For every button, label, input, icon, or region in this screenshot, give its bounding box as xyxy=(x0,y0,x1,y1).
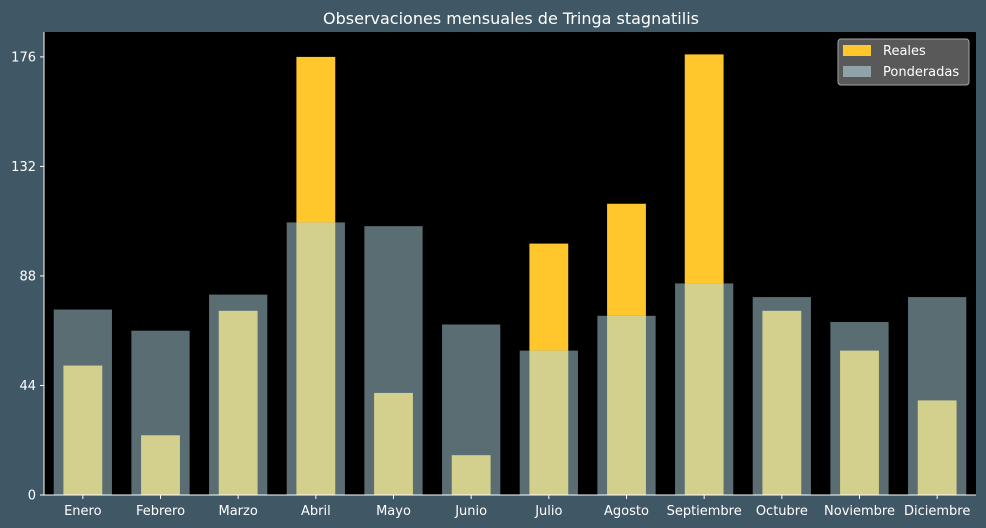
bar-overlap-7 xyxy=(607,315,646,495)
bar-overlap-6 xyxy=(529,350,569,495)
x-tick-label-10: Noviembre xyxy=(824,504,895,519)
y-tick-label-0: 0 xyxy=(28,489,36,504)
bar-overlap-8 xyxy=(684,283,724,495)
bar-overlap-2 xyxy=(218,310,258,495)
x-tick-label-4: Mayo xyxy=(376,504,411,519)
legend-label-ponderadas: Ponderadas xyxy=(883,65,959,80)
bar-overlap-4 xyxy=(374,392,413,495)
x-tick-label-3: Abril xyxy=(301,504,331,519)
y-tick-label-4: 176 xyxy=(11,50,36,65)
x-tick-label-2: Marzo xyxy=(219,504,258,519)
x-tick-label-0: Enero xyxy=(64,504,102,519)
x-tick-label-11: Diciembre xyxy=(904,504,970,519)
bar-overlap-9 xyxy=(762,310,802,495)
bars-layer xyxy=(53,54,967,496)
x-tick-label-5: Junio xyxy=(454,504,487,519)
bar-overlap-5 xyxy=(451,455,491,495)
bar-overlap-10 xyxy=(840,350,879,495)
plot-area xyxy=(44,32,976,495)
y-tick-label-3: 132 xyxy=(11,160,36,175)
legend-label-reales: Reales xyxy=(883,44,926,59)
bar-overlap-11 xyxy=(917,400,957,495)
x-tick-label-1: Febrero xyxy=(136,504,185,519)
x-tick-label-6: Julio xyxy=(534,504,562,519)
x-tick-label-7: Agosto xyxy=(604,504,649,519)
x-tick-label-9: Octubre xyxy=(756,504,808,519)
legend-swatch-reales xyxy=(843,45,871,56)
legend: Reales Ponderadas xyxy=(837,38,970,86)
y-tick-label-2: 88 xyxy=(19,269,36,284)
legend-swatch-ponderadas xyxy=(843,66,871,77)
y-tick-label-1: 44 xyxy=(19,379,36,394)
bar-overlap-1 xyxy=(141,435,180,495)
x-tick-label-8: Septiembre xyxy=(667,504,742,519)
bar-overlap-0 xyxy=(63,365,103,495)
chart-title: Observaciones mensuales de Tringa stagna… xyxy=(323,9,699,28)
bar-overlap-3 xyxy=(296,222,336,495)
axes-layer: Enero Febrero Marzo Abril Mayo Junio Julio Agos… xyxy=(11,32,976,519)
